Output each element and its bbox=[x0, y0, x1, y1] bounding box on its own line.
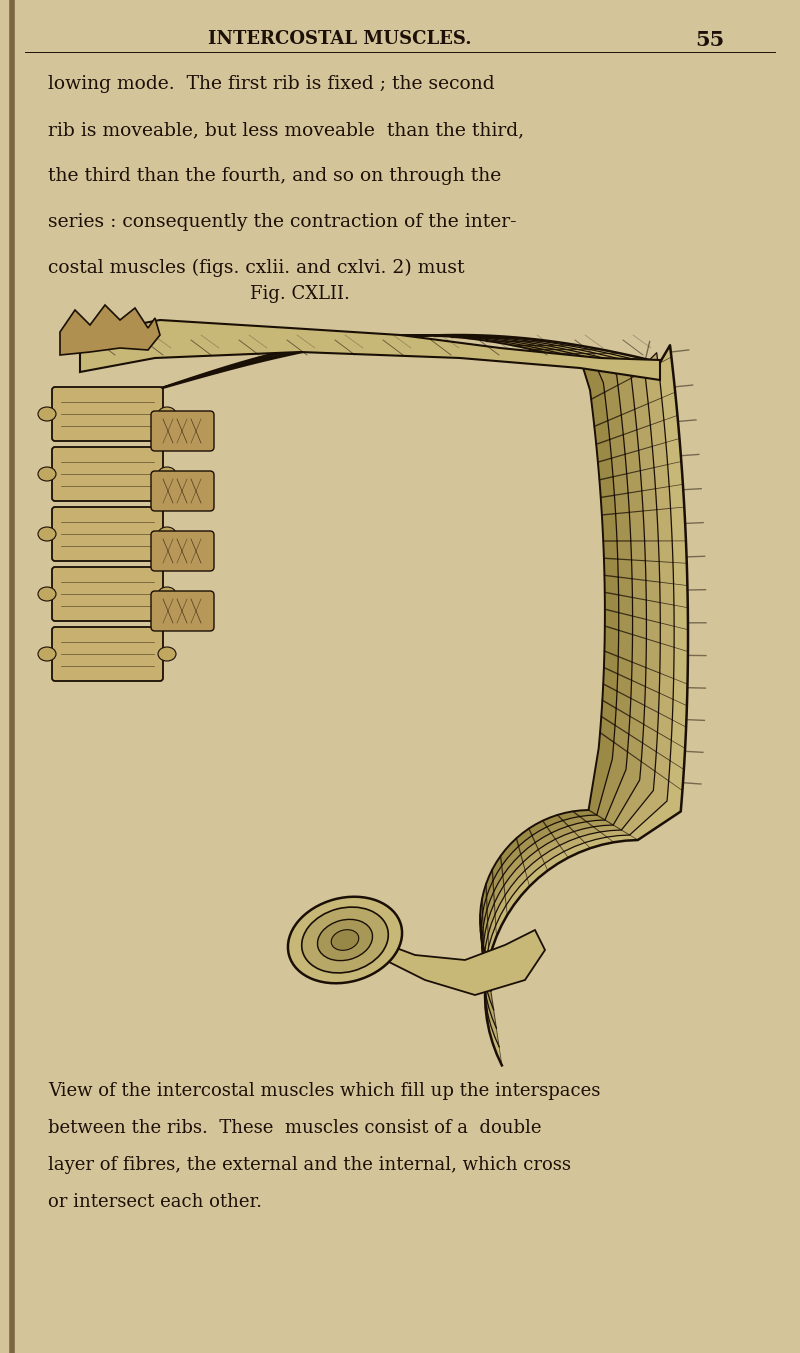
Text: series : consequently the contraction of the inter-: series : consequently the contraction of… bbox=[48, 212, 517, 231]
FancyBboxPatch shape bbox=[52, 626, 163, 681]
Ellipse shape bbox=[158, 467, 176, 482]
Polygon shape bbox=[60, 304, 160, 354]
Text: between the ribs.  These  muscles consist of a  double: between the ribs. These muscles consist … bbox=[48, 1119, 542, 1137]
FancyBboxPatch shape bbox=[151, 411, 214, 451]
Ellipse shape bbox=[302, 907, 388, 973]
Text: 55: 55 bbox=[695, 30, 725, 50]
Polygon shape bbox=[155, 336, 660, 1028]
Ellipse shape bbox=[158, 587, 176, 601]
Ellipse shape bbox=[318, 920, 373, 961]
FancyBboxPatch shape bbox=[151, 471, 214, 511]
FancyBboxPatch shape bbox=[151, 530, 214, 571]
FancyBboxPatch shape bbox=[52, 387, 163, 441]
FancyBboxPatch shape bbox=[52, 507, 163, 561]
Ellipse shape bbox=[38, 647, 56, 662]
Polygon shape bbox=[155, 336, 674, 1047]
Ellipse shape bbox=[158, 647, 176, 662]
Polygon shape bbox=[155, 336, 646, 1009]
Text: costal muscles (figs. cxlii. and cxlvi. 2) must: costal muscles (figs. cxlii. and cxlvi. … bbox=[48, 258, 465, 277]
Text: layer of fibres, the external and the internal, which cross: layer of fibres, the external and the in… bbox=[48, 1155, 571, 1174]
Text: rib is moveable, but less moveable  than the third,: rib is moveable, but less moveable than … bbox=[48, 120, 524, 139]
Polygon shape bbox=[80, 321, 660, 380]
FancyBboxPatch shape bbox=[52, 446, 163, 501]
Text: INTERCOSTAL MUSCLES.: INTERCOSTAL MUSCLES. bbox=[208, 30, 472, 47]
FancyBboxPatch shape bbox=[52, 567, 163, 621]
Ellipse shape bbox=[38, 467, 56, 482]
Text: the third than the fourth, and so on through the: the third than the fourth, and so on thr… bbox=[48, 166, 502, 185]
Polygon shape bbox=[155, 336, 618, 973]
Ellipse shape bbox=[288, 897, 402, 984]
Polygon shape bbox=[155, 336, 633, 992]
Ellipse shape bbox=[38, 407, 56, 421]
Text: or intersect each other.: or intersect each other. bbox=[48, 1193, 262, 1211]
Ellipse shape bbox=[158, 407, 176, 421]
Text: Fig. CXLII.: Fig. CXLII. bbox=[250, 285, 350, 303]
FancyBboxPatch shape bbox=[151, 591, 214, 630]
Ellipse shape bbox=[38, 528, 56, 541]
Ellipse shape bbox=[158, 528, 176, 541]
Text: lowing mode.  The first rib is fixed ; the second: lowing mode. The first rib is fixed ; th… bbox=[48, 74, 494, 93]
Text: View of the intercostal muscles which fill up the interspaces: View of the intercostal muscles which fi… bbox=[48, 1082, 600, 1100]
Polygon shape bbox=[375, 930, 545, 994]
Ellipse shape bbox=[38, 587, 56, 601]
Polygon shape bbox=[155, 336, 688, 1065]
Ellipse shape bbox=[331, 930, 358, 950]
